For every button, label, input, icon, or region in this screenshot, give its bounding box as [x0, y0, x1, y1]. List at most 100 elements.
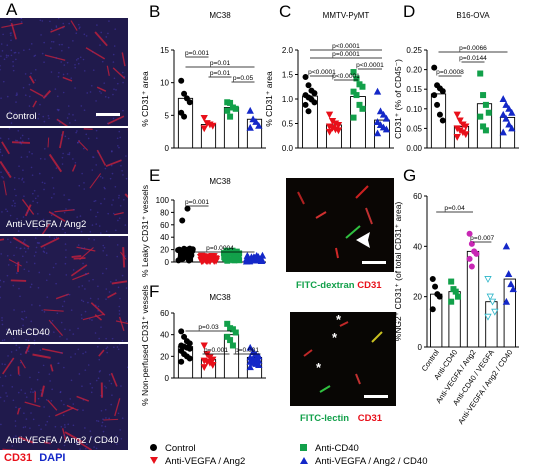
nucleus-dot: [75, 131, 77, 134]
triangle-down-marker-icon: [150, 457, 158, 464]
nucleus-dot: [6, 395, 8, 397]
nucleus-dot: [94, 199, 97, 202]
panel-e-y-tick-label: 80: [160, 208, 169, 217]
nucleus-dot: [5, 328, 8, 331]
vessel-segment: [18, 436, 34, 444]
nucleus-dot: [113, 346, 115, 348]
nucleus-dot: [29, 427, 31, 429]
panel-label-e: E: [149, 166, 161, 185]
nucleus-dot: [15, 440, 17, 442]
nucleus-dot: [82, 300, 85, 303]
nucleus-dot: [89, 230, 92, 233]
nucleus-dot: [90, 391, 93, 394]
panel-c-y-tick-label: 1.0: [282, 95, 294, 104]
nucleus-dot: [28, 105, 31, 107]
nucleus-dot: [51, 177, 54, 179]
nucleus-dot: [64, 262, 67, 265]
nucleus-dot: [50, 322, 52, 324]
nucleus-dot: [12, 436, 15, 439]
nucleus-dot: [5, 208, 7, 211]
nucleus-dot: [25, 396, 28, 398]
asterisk-icon: *: [336, 312, 342, 327]
panel-g-y-tick-label: 20: [413, 293, 422, 302]
nucleus-dot: [22, 241, 25, 243]
nucleus-dot: [20, 156, 23, 159]
nucleus-dot: [120, 437, 123, 440]
scale-bar: [364, 395, 388, 398]
nucleus-dot: [27, 331, 30, 334]
vessel-segment: [44, 54, 66, 61]
panel-f-p-value: p=0.001: [204, 347, 228, 354]
nucleus-dot: [22, 324, 24, 327]
nucleus-dot: [0, 64, 1, 67]
nucleus-dot: [7, 355, 9, 357]
nucleus-dot: [39, 103, 41, 106]
panel-g-y-tick-label: 60: [413, 192, 422, 201]
panel-d-data-point: [453, 111, 461, 119]
nucleus-dot: [37, 195, 39, 197]
vessel-segment: [319, 385, 331, 393]
nucleus-dot: [118, 313, 121, 315]
nucleus-dot: [91, 386, 94, 389]
nucleus-dot: [31, 174, 34, 176]
nucleus-dot: [10, 360, 13, 363]
nucleus-dot: [21, 140, 24, 142]
panel-d-data-point: [499, 128, 507, 136]
nucleus-dot: [97, 377, 100, 380]
panel-b-data-point: [255, 121, 263, 129]
nucleus-dot: [58, 71, 60, 74]
nucleus-dot: [70, 77, 73, 79]
nucleus-dot: [118, 146, 120, 149]
nucleus-dot: [76, 142, 79, 144]
nucleus-dot: [34, 68, 37, 71]
nucleus-dot: [51, 40, 53, 43]
nucleus-dot: [41, 181, 44, 184]
nucleus-dot: [89, 209, 92, 211]
panel-e-data-point: [221, 254, 228, 261]
nucleus-dot: [51, 319, 54, 322]
nucleus-dot: [97, 309, 99, 312]
nucleus-dot: [98, 358, 101, 361]
nucleus-dot: [7, 54, 10, 57]
nucleus-dot: [105, 254, 108, 257]
panel-d-data-point: [505, 104, 513, 112]
nucleus-dot: [62, 152, 64, 155]
micrograph-caption-combo: Anti-VEGFA / Ang2 / CD40: [6, 435, 119, 446]
vessel-segment: [79, 247, 94, 260]
nucleus-dot: [15, 246, 18, 249]
nucleus-dot: [38, 172, 41, 175]
nucleus-dot: [6, 254, 9, 257]
nucleus-dot: [0, 97, 2, 99]
nucleus-dot: [29, 438, 31, 441]
nucleus-dot: [10, 49, 13, 52]
panel-c-data-point: [376, 107, 385, 115]
circle-marker-icon: [150, 444, 157, 451]
nucleus-dot: [97, 305, 100, 308]
nucleus-dot: [16, 262, 19, 265]
vessel-segment: [43, 309, 64, 312]
nucleus-dot: [65, 256, 67, 259]
nucleus-dot: [49, 20, 51, 23]
nucleus-dot: [120, 385, 122, 387]
panel-g-data-point: [429, 276, 436, 283]
nucleus-dot: [111, 337, 114, 340]
nucleus-dot: [63, 64, 66, 66]
nucleus-dot: [60, 351, 63, 354]
nucleus-dot: [23, 268, 26, 271]
nucleus-dot: [9, 374, 12, 377]
panel-e-data-point: [223, 247, 230, 254]
vessel-segment: [315, 211, 327, 219]
nucleus-dot: [46, 420, 49, 423]
nucleus-dot: [102, 272, 104, 275]
nucleus-dot: [62, 228, 64, 230]
nucleus-dot: [0, 151, 2, 153]
nucleus-dot: [109, 177, 112, 180]
nucleus-dot: [82, 409, 84, 411]
nucleus-dot: [47, 114, 50, 117]
nucleus-dot: [105, 417, 107, 419]
nucleus-dot: [54, 88, 57, 90]
nucleus-dot: [21, 177, 24, 180]
nucleus-dot: [117, 144, 119, 147]
vessel-segment: [21, 199, 35, 215]
nucleus-dot: [2, 177, 4, 179]
